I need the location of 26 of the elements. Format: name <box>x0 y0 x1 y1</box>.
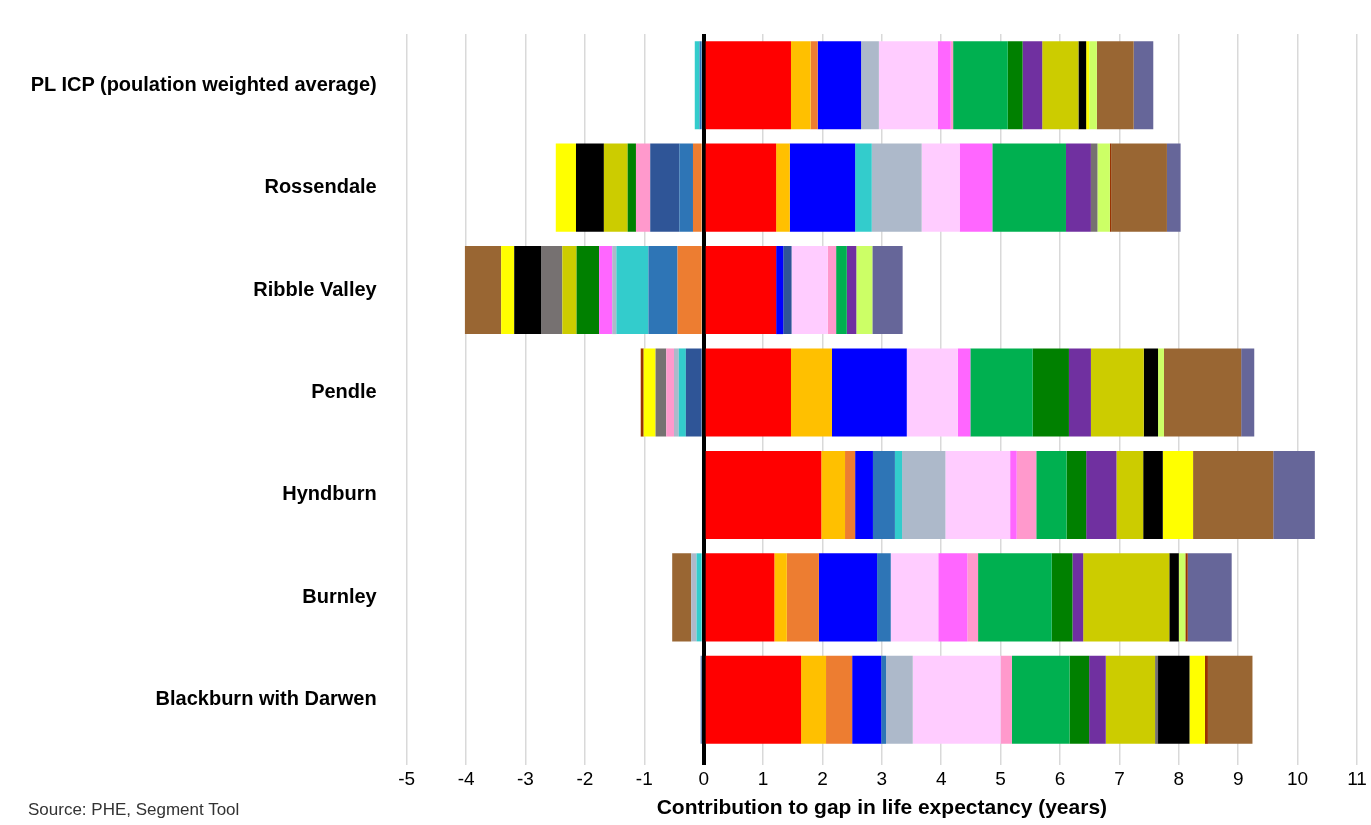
x-tick-label: 6 <box>1054 767 1066 789</box>
x-tick-label: -1 <box>635 767 653 789</box>
y-tick-label: Hyndburn <box>282 482 377 505</box>
y-tick-label: Ribble Valley <box>253 277 378 300</box>
x-tick-label: 0 <box>698 767 709 789</box>
source-note: Source: PHE, Segment Tool <box>28 800 240 820</box>
x-tick-label: 11 <box>1347 767 1367 789</box>
x-tick-label: 4 <box>935 767 947 789</box>
x-tick-label: -4 <box>457 767 475 789</box>
x-tick-label: 8 <box>1173 767 1185 789</box>
x-tick-label: -3 <box>517 767 534 789</box>
x-tick-label: -5 <box>398 767 416 789</box>
y-tick-label: Blackburn with Darwen <box>155 687 377 710</box>
x-tick-label: 2 <box>817 767 828 789</box>
y-tick-label: PL ICP (poulation weighted average) <box>30 72 377 95</box>
x-tick-label: 7 <box>1114 767 1125 789</box>
y-tick-label: Burnley <box>302 584 378 607</box>
x-axis-title: Contribution to gap in life expectancy (years) <box>656 795 1108 819</box>
x-tick-label: 5 <box>995 767 1006 789</box>
x-tick-label: 1 <box>757 767 769 789</box>
y-tick-label: Pendle <box>311 380 377 403</box>
x-tick-label: 9 <box>1232 767 1244 789</box>
x-tick-label: -2 <box>576 767 594 789</box>
y-tick-label: Rossendale <box>264 175 377 198</box>
x-tick-label: 10 <box>1287 767 1309 789</box>
x-tick-label: 3 <box>876 767 888 789</box>
